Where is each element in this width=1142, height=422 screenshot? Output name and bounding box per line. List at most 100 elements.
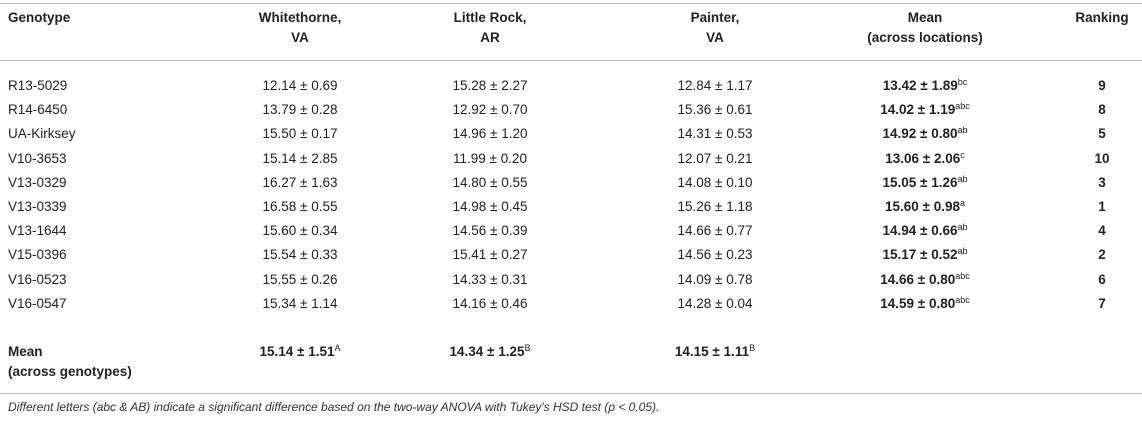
- value-cell: 14.33 ± 0.31: [340, 270, 640, 290]
- value-text: 12.84 ± 1.17: [677, 78, 753, 93]
- genotype: V16-0547: [8, 295, 67, 311]
- value-text: 16.27 ± 1.63: [262, 174, 338, 190]
- value-cell: 15.60 ± 0.34: [150, 221, 450, 241]
- value-cell: 14.09 ± 0.78: [565, 270, 865, 290]
- value-cell: 13.06 ± 2.06c: [775, 149, 1075, 169]
- value-text: 15.14 ± 1.51: [259, 344, 335, 359]
- value-cell: 15.05 ± 1.26ab: [775, 173, 1075, 193]
- value-text: 14.98 ± 0.45: [452, 199, 528, 214]
- header-line: Little Rock,: [453, 10, 527, 25]
- genotype: R14-6450: [8, 102, 68, 118]
- value-text: 14.16 ± 0.46: [452, 295, 528, 311]
- value-cell: 13.42 ± 1.89bc: [775, 76, 1075, 96]
- ranking: 5: [1098, 126, 1106, 142]
- value-text: 14.66 ± 0.80: [880, 271, 956, 287]
- footer-label-line: (across genotypes): [8, 364, 132, 379]
- value-cell: 14.80 ± 0.55: [340, 173, 640, 193]
- value-cell: 15.34 ± 1.14: [150, 294, 450, 314]
- value-text: 14.94 ± 0.66: [882, 223, 958, 239]
- header-line: Mean: [907, 10, 943, 25]
- value-text: 15.26 ± 1.18: [677, 199, 753, 214]
- value-cell: 12.92 ± 0.70: [340, 100, 640, 120]
- footnote: Different letters (abc & AB) indicate a …: [8, 400, 660, 414]
- value-text: 12.07 ± 0.21: [677, 150, 753, 166]
- value-cell: 15.14 ± 1.51A: [150, 342, 450, 362]
- significance-letter: ab: [957, 246, 968, 257]
- genotype: V15-0396: [8, 247, 67, 263]
- value-cell: 15.54 ± 0.33: [150, 245, 450, 265]
- significance-letter: abc: [955, 101, 970, 112]
- ranking: 2: [1098, 247, 1106, 263]
- footer-label: Mean (across genotypes): [8, 342, 132, 382]
- header-line: Genotype: [8, 10, 71, 25]
- value-cell: 12.07 ± 0.21: [565, 149, 865, 169]
- value-cell: 11.99 ± 0.20: [340, 149, 640, 169]
- value-text: 14.59 ± 0.80: [880, 295, 956, 311]
- header-line: Ranking: [1075, 10, 1129, 25]
- significance-letter: c: [960, 149, 965, 160]
- value-cell: 14.59 ± 0.80abc: [775, 294, 1075, 314]
- value-text: 11.99 ± 0.20: [453, 150, 527, 166]
- header-cell: Little Rock, AR: [340, 8, 640, 48]
- value-text: 14.09 ± 0.78: [677, 271, 753, 287]
- significance-letter: abc: [955, 270, 970, 281]
- genotype: V13-0339: [8, 199, 67, 214]
- value-cell: 13.79 ± 0.28: [150, 100, 450, 120]
- significance-letter: abc: [955, 294, 970, 305]
- value-text: 14.33 ± 0.31: [452, 271, 528, 287]
- value-cell: 15.14 ± 2.85: [150, 149, 450, 169]
- genotype: R13-5029: [8, 78, 68, 93]
- value-text: 12.14 ± 0.69: [262, 78, 338, 93]
- value-cell: 15.55 ± 0.26: [150, 270, 450, 290]
- value-text: 15.05 ± 1.26: [882, 174, 958, 190]
- value-cell: 15.60 ± 0.98a: [775, 197, 1075, 217]
- value-cell: 15.17 ± 0.52ab: [775, 245, 1075, 265]
- value-cell: 15.41 ± 0.27: [340, 245, 640, 265]
- ranking: 3: [1098, 174, 1106, 190]
- genotype: V13-1644: [8, 223, 67, 239]
- ranking: 6: [1098, 271, 1106, 287]
- significance-letter: B: [524, 343, 531, 353]
- value-text: 14.56 ± 0.39: [452, 223, 528, 239]
- significance-letter: ab: [957, 125, 968, 136]
- value-cell: 16.27 ± 1.63: [150, 173, 450, 193]
- significance-letter: ab: [957, 222, 968, 233]
- genotype: UA-Kirksey: [8, 126, 76, 142]
- genotype: V16-0523: [8, 271, 67, 287]
- value-cell: 14.94 ± 0.66ab: [775, 221, 1075, 241]
- significance-letter: bc: [957, 77, 968, 87]
- value-text: 13.42 ± 1.89: [882, 78, 958, 93]
- ranking: 8: [1098, 102, 1106, 118]
- rule: [0, 393, 1142, 394]
- value-cell: 12.84 ± 1.17: [565, 76, 865, 96]
- value-cell: 15.50 ± 0.17: [150, 124, 450, 144]
- value-text: 15.34 ± 1.14: [262, 295, 338, 311]
- value-text: 15.28 ± 2.27: [452, 78, 528, 93]
- footer-label-line: Mean: [8, 344, 43, 359]
- header-cell: Genotype: [8, 8, 70, 28]
- value-text: 14.28 ± 0.04: [677, 295, 753, 311]
- value-cell: 14.34 ± 1.25B: [340, 342, 640, 362]
- significance-letter: a: [959, 198, 965, 208]
- value-text: 15.17 ± 0.52: [882, 247, 958, 263]
- value-cell: 14.56 ± 0.23: [565, 245, 865, 265]
- value-text: 12.92 ± 0.70: [452, 102, 528, 118]
- value-text: 14.56 ± 0.23: [677, 247, 753, 263]
- value-cell: 14.56 ± 0.39: [340, 221, 640, 241]
- ranking: 7: [1098, 295, 1106, 311]
- header-line: AR: [480, 30, 500, 45]
- header-line: VA: [706, 30, 724, 45]
- value-cell: 14.66 ± 0.77: [565, 221, 865, 241]
- ranking: 1: [1098, 199, 1106, 214]
- significance-letter: A: [334, 343, 341, 353]
- header-line: Painter,: [690, 10, 740, 25]
- header-line: (across locations): [867, 30, 983, 45]
- value-text: 14.02 ± 1.19: [880, 102, 956, 118]
- header-cell: Painter, VA: [565, 8, 865, 48]
- value-cell: 14.96 ± 1.20: [340, 124, 640, 144]
- header-cell: Mean (across locations): [775, 8, 1075, 48]
- value-cell: 16.58 ± 0.55: [150, 197, 450, 217]
- value-cell: 14.92 ± 0.80ab: [775, 124, 1075, 144]
- value-text: 15.54 ± 0.33: [262, 247, 338, 263]
